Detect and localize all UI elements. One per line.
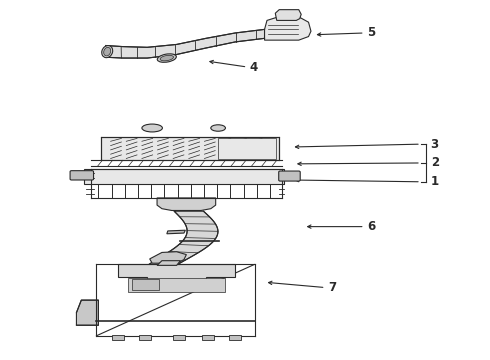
Bar bbox=[202, 334, 214, 339]
FancyBboxPatch shape bbox=[70, 171, 94, 180]
Ellipse shape bbox=[104, 48, 111, 56]
Bar bbox=[132, 279, 159, 291]
Polygon shape bbox=[96, 264, 255, 336]
Polygon shape bbox=[275, 10, 301, 21]
Text: 3: 3 bbox=[431, 138, 439, 150]
Bar bbox=[173, 334, 185, 339]
Text: 1: 1 bbox=[431, 175, 439, 188]
Bar bbox=[218, 138, 276, 159]
Polygon shape bbox=[265, 15, 311, 40]
Ellipse shape bbox=[102, 46, 113, 58]
Ellipse shape bbox=[157, 54, 176, 62]
Polygon shape bbox=[157, 198, 216, 211]
Polygon shape bbox=[76, 300, 98, 325]
Text: 6: 6 bbox=[367, 220, 375, 233]
Text: 4: 4 bbox=[250, 60, 258, 73]
Bar bbox=[139, 334, 151, 339]
Polygon shape bbox=[106, 30, 265, 58]
Polygon shape bbox=[150, 252, 186, 263]
FancyBboxPatch shape bbox=[279, 171, 300, 181]
Bar bbox=[229, 334, 241, 339]
Polygon shape bbox=[101, 137, 279, 160]
Text: 2: 2 bbox=[431, 157, 439, 170]
Ellipse shape bbox=[160, 55, 173, 61]
Polygon shape bbox=[146, 211, 218, 269]
Polygon shape bbox=[128, 278, 225, 292]
Polygon shape bbox=[118, 264, 235, 280]
Text: 5: 5 bbox=[367, 27, 375, 40]
Ellipse shape bbox=[142, 124, 162, 132]
Polygon shape bbox=[157, 261, 180, 265]
Ellipse shape bbox=[211, 125, 225, 131]
Text: 7: 7 bbox=[328, 281, 336, 294]
Polygon shape bbox=[167, 230, 185, 234]
Polygon shape bbox=[84, 169, 284, 184]
Bar bbox=[112, 334, 124, 339]
